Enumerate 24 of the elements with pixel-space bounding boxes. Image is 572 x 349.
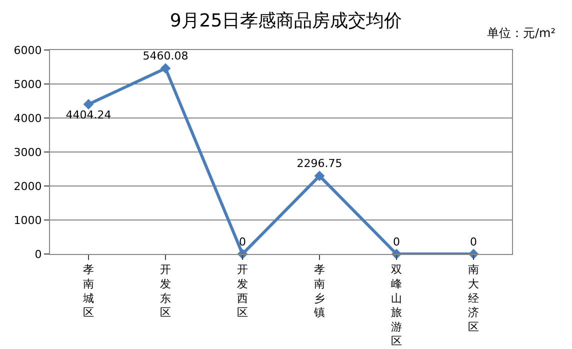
data-label: 0	[393, 235, 400, 248]
x-tick-label: 孝南乡镇	[313, 263, 325, 320]
y-tick-label: 4000	[14, 112, 42, 125]
data-label: 0	[470, 235, 477, 248]
data-label: 5460.08	[142, 50, 188, 63]
y-tick-label: 0	[34, 248, 42, 261]
x-tick-label: 南大经济区	[468, 263, 479, 334]
data-label: 2296.75	[296, 157, 342, 170]
x-tick-label: 开发西区	[237, 263, 248, 320]
x-tick-label: 双峰山旅游区	[391, 263, 402, 348]
x-tick-label: 开发东区	[160, 263, 171, 320]
y-tick-label: 6000	[14, 44, 42, 57]
data-label: 4404.24	[66, 108, 112, 122]
y-tick-label: 3000	[14, 146, 42, 159]
text: 单位：元/m²	[487, 26, 556, 40]
point	[160, 63, 171, 74]
point	[83, 99, 94, 110]
chart-title: 9月25日孝感商品房成交均价	[170, 10, 402, 32]
y-tick-label: 2000	[14, 180, 42, 193]
x-tick-label: 孝南城区	[82, 263, 94, 320]
y-tick-label: 1000	[14, 214, 42, 227]
y-tick-label: 5000	[14, 78, 42, 91]
data-label: 0	[239, 235, 246, 248]
point	[314, 170, 325, 182]
